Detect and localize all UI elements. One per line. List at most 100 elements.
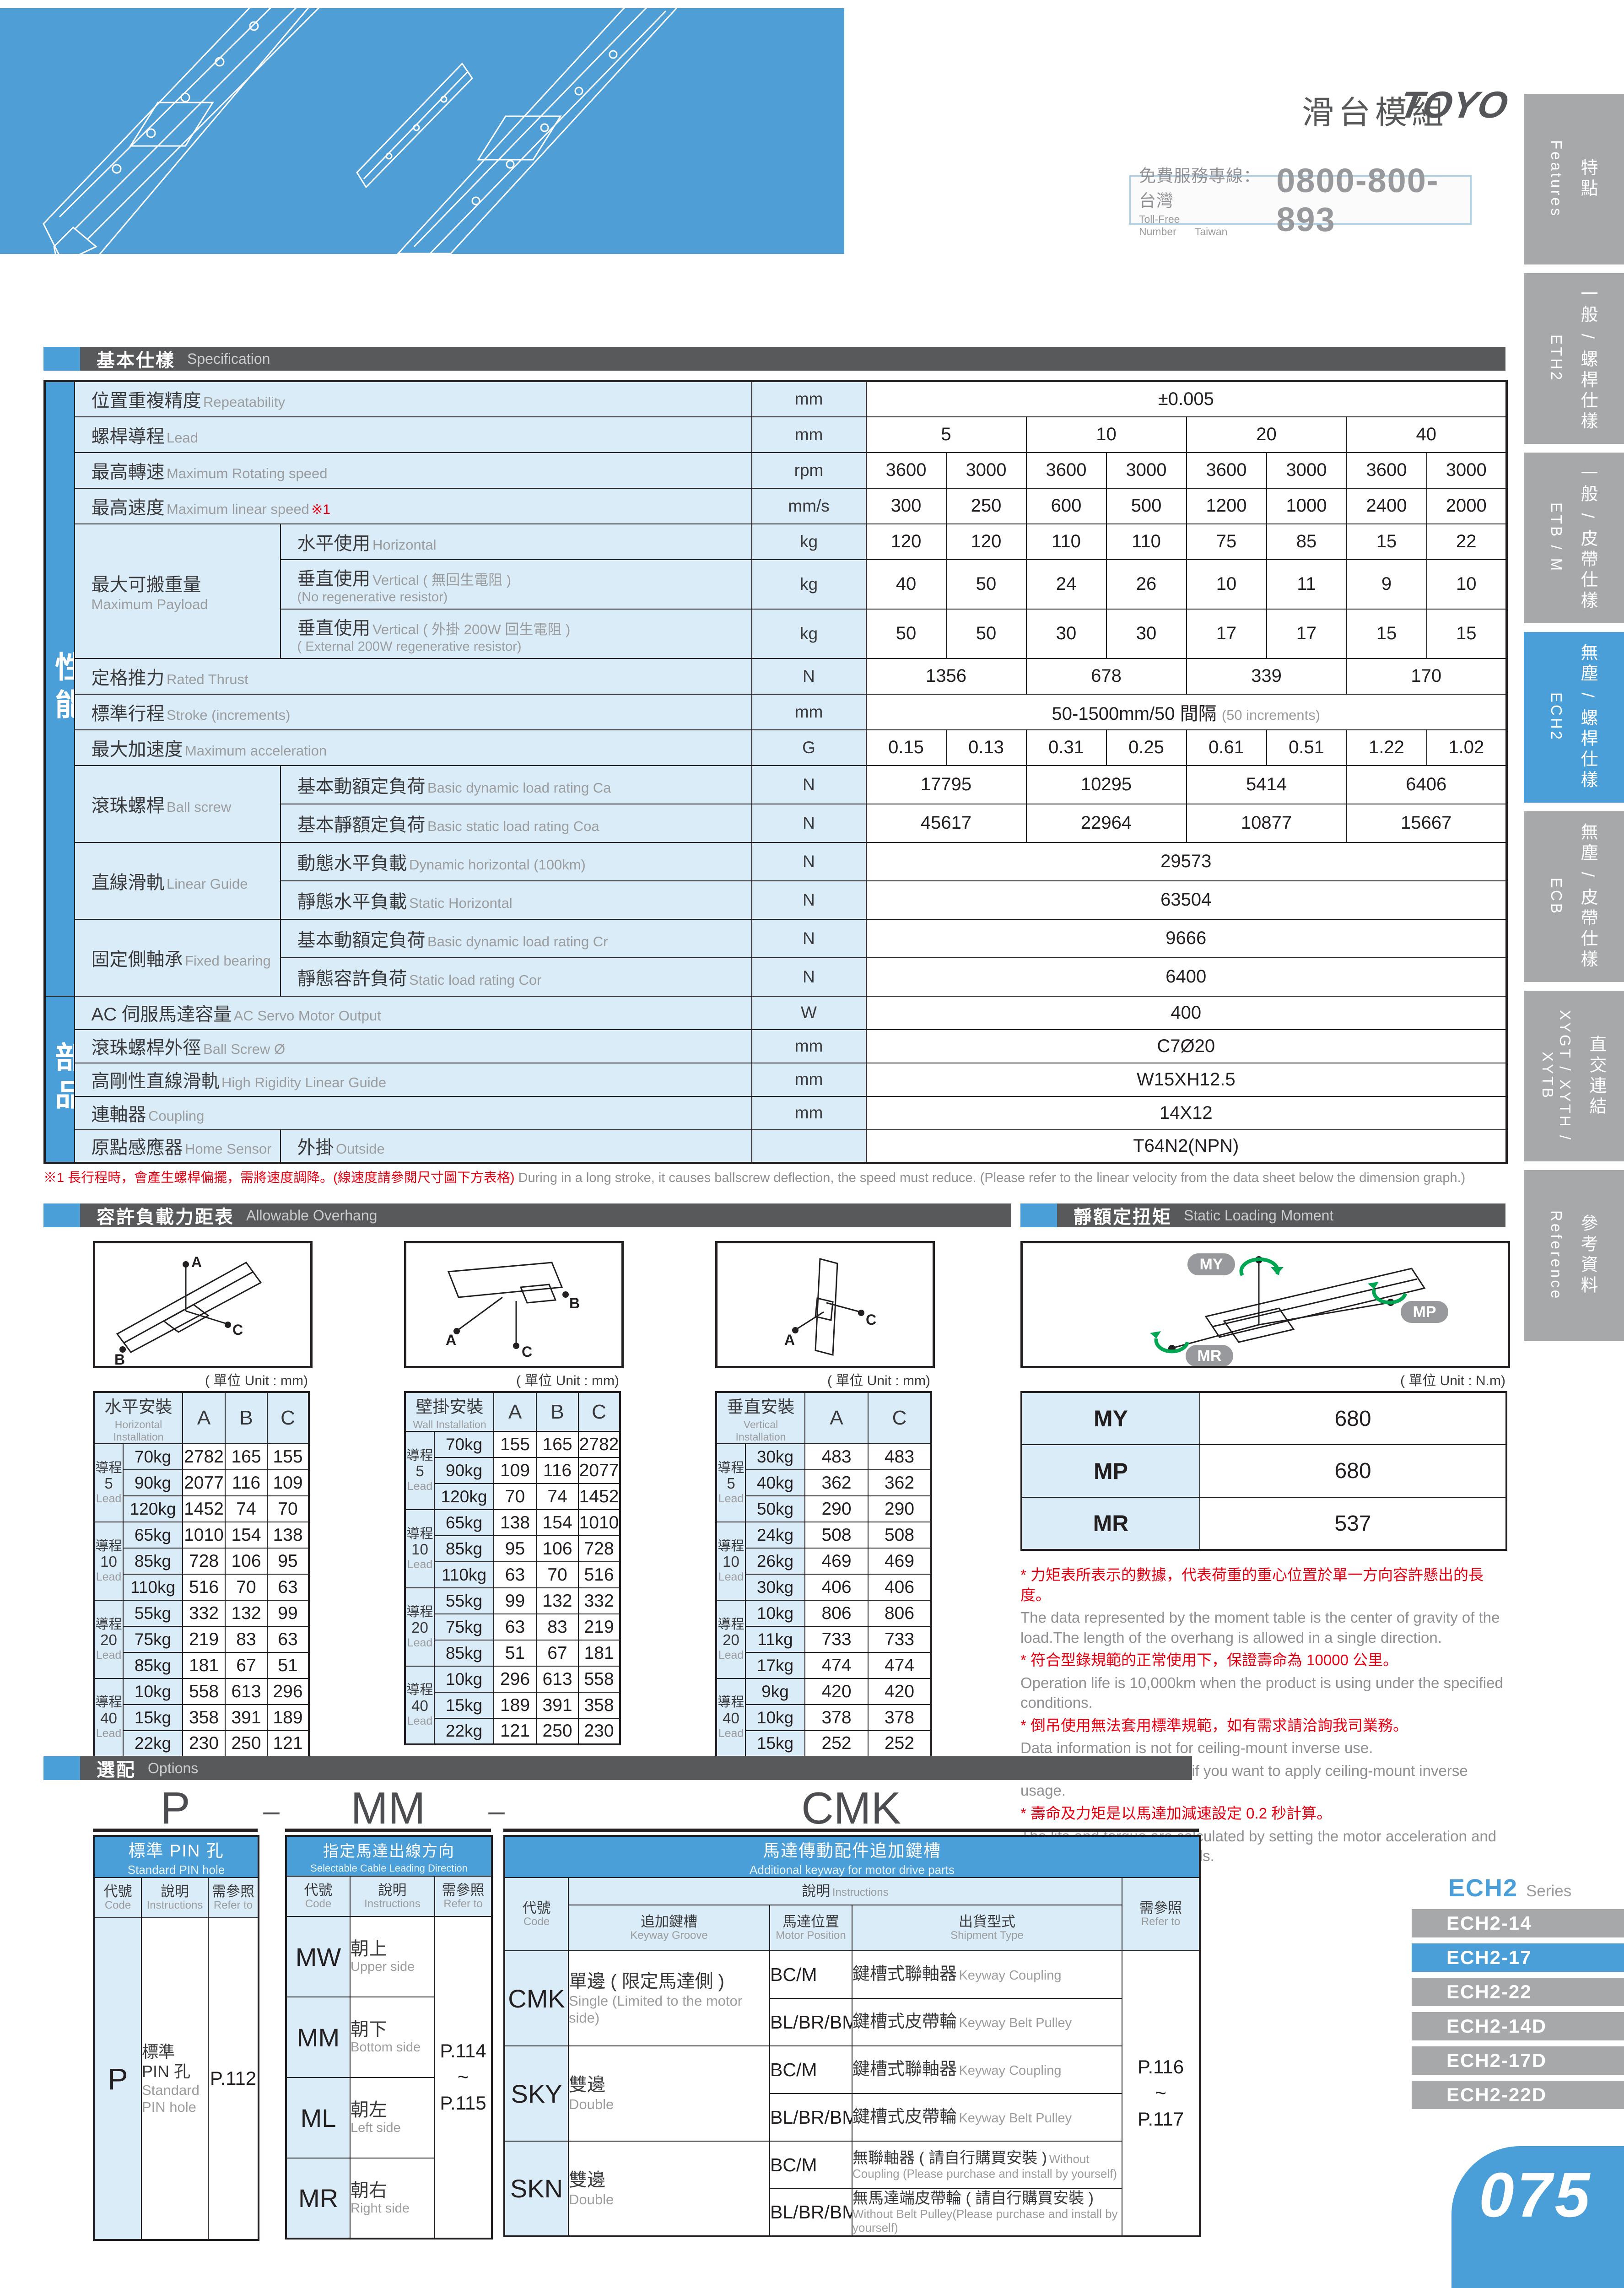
diagram-label-b: B [569, 1295, 580, 1311]
value-cell: 0.13 [945, 729, 1027, 766]
motor-position: BC/M [769, 2045, 852, 2094]
series-item-ech2-17-active[interactable]: ECH2-17 [1412, 1943, 1624, 1972]
cell: 155 [493, 1431, 537, 1458]
series-item-ech2-22d[interactable]: ECH2-22D [1412, 2081, 1624, 2109]
sidebar-tab-xy[interactable]: 直交連結 XYGT / XYTH / XYTB [1524, 991, 1624, 1161]
series-item-ech2-14d[interactable]: ECH2-14D [1412, 2012, 1624, 2040]
cell: 90kg [123, 1469, 183, 1496]
note: The data represented by the moment table… [1020, 1609, 1500, 1646]
unit-cell: G [751, 729, 867, 766]
row-label: 最大加速度 Maximum acceleration [74, 729, 752, 766]
sidebar-tab-etb-m[interactable]: 一般 / 皮帶仕樣 ETB / M [1524, 453, 1624, 623]
value-cell: 30 [1025, 608, 1107, 659]
moment-key: MY [1021, 1392, 1200, 1445]
cell: 63 [493, 1561, 537, 1588]
section-bar-overhang: 容許負載力距表 Allowable Overhang [43, 1203, 1011, 1227]
sidebar-tab-ech2-active[interactable]: 無塵 / 螺桿仕樣 ECH2 [1524, 632, 1624, 803]
sidebar-tab-eth2[interactable]: 一般 / 螺桿仕樣 ETH2 [1524, 273, 1624, 444]
value-cell: 6400 [865, 957, 1507, 997]
tab-label-code: ETH2 [1548, 335, 1565, 383]
value-cell: 3600 [1025, 452, 1107, 489]
unit-cell: N [751, 918, 867, 958]
value-cell: 678 [1025, 658, 1187, 695]
unit-label: ( 單位 Unit : mm) [516, 1373, 619, 1388]
linear-actuator-drawing [43, 8, 678, 254]
tab-label-code: ECB [1548, 878, 1565, 916]
option-desc: 單邊 ( 限定馬達側 ) Single (Limited to the motor… [568, 1950, 770, 2046]
spec-footnote: ※1 長行程時，會產生螺桿偏擺，需將速度調降。(線速度請參閱尺寸圖下方表格) D… [43, 1170, 1505, 1186]
row-label: 原點感應器 Home Sensor [74, 1129, 281, 1164]
unit-cell: mm [751, 380, 867, 417]
cell: 120kg [123, 1495, 183, 1522]
sidebar-tab-reference[interactable]: 參考資料 Reference [1524, 1170, 1624, 1341]
cell: 74 [225, 1495, 268, 1522]
series-item-ech2-17d[interactable]: ECH2-17D [1412, 2046, 1624, 2075]
cell: 116 [536, 1457, 579, 1484]
value-cell: 11 [1266, 559, 1347, 610]
section-bar: 選配 Options [80, 1756, 1192, 1780]
row-label: 基本動額定負荷 Basic dynamic load rating Cr [280, 918, 752, 958]
row-label: 定格推力 Rated Thrust [74, 658, 752, 695]
cell: 70kg [123, 1443, 183, 1470]
section-bar: 基本仕樣 Specification [80, 347, 1505, 371]
section-title-zh: 靜額定扭矩 [1074, 1207, 1172, 1227]
unit-cell [751, 1129, 867, 1164]
unit-label: ( 單位 Unit : N.m) [1400, 1373, 1505, 1388]
value-cell: 15 [1346, 523, 1427, 560]
cell: 90kg [434, 1457, 494, 1484]
moment-value: 680 [1199, 1444, 1507, 1498]
cell: 85kg [123, 1652, 183, 1679]
option-desc: 朝左 Left side [350, 2077, 435, 2158]
unit-cell: kg [751, 523, 867, 560]
value-cell: 250 [945, 487, 1027, 524]
option-code: MR [286, 2158, 351, 2239]
diagram-label-a: A [446, 1332, 456, 1348]
value-cell: 1000 [1266, 487, 1347, 524]
moment-label-mp: MP [1413, 1303, 1436, 1321]
cell: 728 [578, 1535, 620, 1562]
lead-group: 導程 20 Lead [93, 1600, 124, 1679]
cell: 70kg [434, 1431, 494, 1458]
underline [503, 1829, 1199, 1832]
value-cell: 400 [865, 995, 1507, 1030]
shipment-type: 鍵槽式聯軸器 Keyway Coupling [852, 1950, 1122, 1999]
cell: 63 [267, 1626, 309, 1653]
value-cell: 0.31 [1025, 729, 1107, 766]
footnote-marker: ※1 [311, 502, 331, 517]
cell: 613 [225, 1678, 268, 1705]
row-sublabel: 外掛 Outside [280, 1129, 752, 1164]
cell: 154 [225, 1522, 268, 1549]
value-cell: 50 [945, 559, 1027, 610]
unit-cell: N [751, 803, 867, 843]
col-header: 說明 Instructions [350, 1876, 435, 1917]
value-cell: 600 [1025, 487, 1107, 524]
cell: 358 [182, 1704, 226, 1731]
footnote-zh: ※1 長行程時，會產生螺桿偏擺，需將速度調降。(線速度請參閱尺寸圖下方表格) [43, 1171, 515, 1185]
value-cell: 14X12 [865, 1095, 1507, 1130]
series-item-ech2-14[interactable]: ECH2-14 [1412, 1909, 1624, 1937]
cell: 806 [804, 1600, 869, 1627]
cell: 65kg [434, 1509, 494, 1536]
unit-cell: mm [751, 416, 867, 453]
cell: 391 [536, 1692, 579, 1719]
diagram-wall-overhang: A B C [404, 1241, 624, 1368]
cell: 10kg [745, 1600, 805, 1627]
cell: 252 [804, 1730, 869, 1757]
col-header: A [493, 1392, 537, 1432]
value-cell: 50-1500mm/50 間隔 (50 increments) [865, 693, 1507, 730]
cell: 9kg [745, 1678, 805, 1705]
row-label: 水平使用 Horizontal [280, 523, 752, 560]
sidebar-tab-features[interactable]: 特點 Features [1524, 94, 1624, 264]
option-ref: P.116 ~ P.117 [1121, 1950, 1201, 2237]
table-title: 壁掛安裝 Wall Installation [405, 1392, 494, 1432]
cell: 83 [536, 1613, 579, 1640]
col-header: 代號 Code [93, 1877, 142, 1918]
value-cell: 15 [1346, 608, 1427, 659]
value-cell: W15XH12.5 [865, 1062, 1507, 1097]
cell: 508 [868, 1522, 932, 1549]
series-item-ech2-22[interactable]: ECH2-22 [1412, 1978, 1624, 2006]
cell: 109 [493, 1457, 537, 1484]
sidebar-tab-ecb[interactable]: 無塵 / 皮帶仕樣 ECB [1524, 811, 1624, 982]
series-name: ECH2 [1448, 1874, 1518, 1902]
